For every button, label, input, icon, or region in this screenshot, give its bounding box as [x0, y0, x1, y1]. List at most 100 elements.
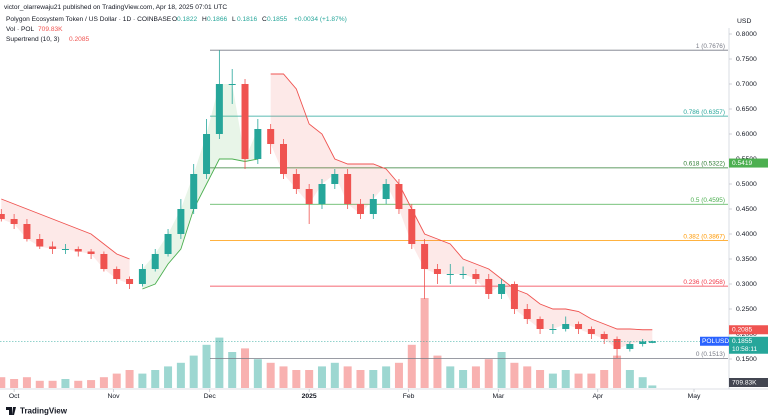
candle-body	[613, 339, 621, 349]
y-tick-label: 0.2000	[736, 331, 757, 338]
indicator-value: 0.2085	[69, 36, 90, 43]
candle-body	[164, 234, 172, 254]
fib-label: 0.5 (0.4595)	[691, 197, 725, 204]
y-tick-label: 0.8000	[736, 31, 757, 38]
volume-bar	[112, 373, 121, 388]
volume-bar	[510, 362, 519, 388]
legend: Polygon Ecosystem Token / US Dollar · 1D…	[6, 16, 347, 43]
volume-name: Vol · POL	[6, 26, 35, 33]
supertrend-line	[142, 158, 258, 290]
volume-bar	[164, 366, 173, 388]
volume-bar	[600, 370, 609, 388]
candle-body	[151, 254, 159, 269]
candle-body	[36, 239, 44, 247]
volume-bar	[305, 370, 314, 388]
volume-bar	[74, 380, 83, 388]
volume-bar	[420, 298, 429, 388]
fib-label: 0 (0.1513)	[696, 351, 725, 358]
candle-body	[639, 341, 647, 344]
y-tick-label: 0.7500	[736, 56, 757, 63]
volume-bar	[125, 370, 134, 388]
candle-body	[177, 209, 185, 234]
price-tag-box	[729, 158, 768, 168]
candle-body	[61, 249, 69, 250]
y-tick-label: 0.6000	[736, 131, 757, 138]
candle-body	[395, 184, 403, 209]
volume-bar	[228, 352, 237, 388]
candle-body	[23, 224, 31, 239]
candle-body	[280, 144, 288, 174]
last-price-label: 0.1855	[732, 338, 753, 345]
candle-body	[472, 274, 480, 279]
volume-bar	[241, 348, 250, 388]
y-tick-label: 0.3000	[736, 281, 757, 288]
candle-body	[100, 254, 108, 269]
candle-body	[485, 279, 493, 294]
candle-body	[510, 284, 518, 309]
y-tick-label: 0.4500	[736, 206, 757, 213]
x-tick-label: Dec	[204, 393, 217, 400]
volume-bar	[638, 377, 647, 388]
ohlc-key: L	[232, 16, 236, 23]
candle-body	[318, 184, 326, 204]
volume-bar	[587, 373, 596, 388]
volume-bar	[613, 355, 622, 388]
candle-body	[215, 84, 223, 134]
volume-bar	[625, 370, 634, 388]
symbol-line: Polygon Ecosystem Token / US Dollar · 1D…	[6, 16, 172, 23]
fib-label: 0.786 (0.6357)	[683, 109, 725, 116]
candle-body	[421, 244, 429, 269]
candle-body	[459, 274, 467, 275]
candle-body	[344, 174, 352, 204]
volume-bar	[279, 366, 288, 388]
volume-bar	[189, 355, 198, 388]
candle-body	[626, 344, 634, 349]
volume-bar	[266, 362, 275, 388]
candle-body	[241, 84, 249, 159]
volume-bar	[330, 362, 339, 388]
symbol-tag-box	[700, 336, 729, 346]
volume-bar	[151, 370, 160, 388]
x-tick-label: May	[688, 393, 701, 400]
volume-bar	[382, 366, 391, 388]
supertrend-fill	[1, 199, 130, 284]
candle-body	[254, 129, 262, 159]
volume-bar	[317, 366, 326, 388]
price-tag-label: 0.5419	[732, 160, 753, 167]
candle-body	[331, 174, 339, 184]
volume-bar	[61, 379, 70, 388]
volume-bar	[561, 370, 570, 388]
supertrend-line	[270, 73, 653, 331]
footer-logo: TradingView	[6, 407, 68, 416]
publisher-line: victor_olarrewaju21 published on Trading…	[4, 4, 227, 11]
volume-bar	[523, 366, 532, 388]
ohlc-value: 0.1822	[177, 16, 198, 23]
y-tick-label: 0.7000	[736, 81, 757, 88]
candle-body	[549, 329, 557, 330]
candle-body	[562, 324, 570, 329]
volume-bar	[48, 380, 57, 388]
fib-label: 0.618 (0.5322)	[683, 161, 725, 168]
volume-bar	[35, 380, 44, 388]
volume-bar	[369, 370, 378, 388]
candle-body	[49, 246, 57, 249]
change: +0.0034 (+1.87%)	[294, 16, 347, 23]
y-tick-label: 0.3500	[736, 256, 757, 263]
candle-body	[74, 249, 82, 252]
ohlc-key: O	[172, 16, 177, 23]
indicator-name: Supertrend (10, 3)	[6, 36, 60, 43]
footer-text: TradingView	[20, 407, 68, 416]
ohlc-key: H	[202, 16, 207, 23]
candle-body	[228, 84, 236, 85]
volume-bar	[87, 380, 96, 388]
candle-body	[356, 204, 364, 214]
volume-bar	[0, 377, 6, 388]
ohlc-value: 0.1816	[237, 16, 258, 23]
x-tick-label: Mar	[493, 393, 505, 400]
volume-value: 709.83K	[38, 26, 63, 33]
logo-icon	[6, 407, 16, 415]
volume-bar	[548, 373, 557, 388]
x-tick-label: Feb	[403, 393, 415, 400]
volume-bar	[394, 362, 403, 388]
volume-bar	[356, 370, 365, 388]
